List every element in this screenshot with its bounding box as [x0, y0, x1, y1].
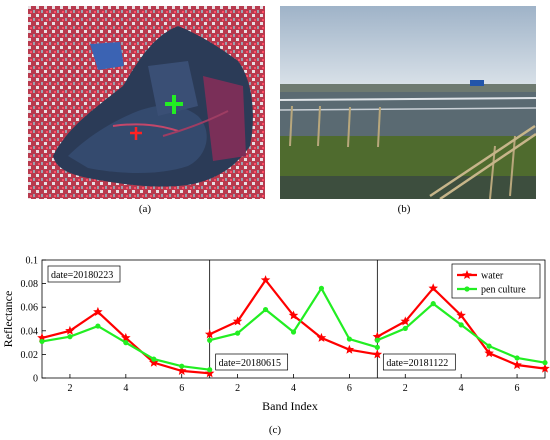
x-tick-label: 6	[515, 383, 520, 394]
water-point	[177, 365, 187, 375]
legend-box	[451, 263, 541, 299]
date-label: date=20180615	[219, 358, 281, 369]
water-point	[204, 329, 215, 339]
x-axis-label: Band Index	[262, 399, 318, 413]
date-label-box	[47, 265, 121, 283]
water-point	[93, 306, 103, 316]
pen-culture-point	[95, 323, 101, 329]
pen-culture-point	[67, 334, 73, 340]
field-photo	[280, 6, 536, 199]
chart-marks: date=20180223 date=20180615 date=20181122 w…	[37, 263, 550, 378]
series-line-pen-culture	[209, 286, 378, 349]
y-tick-label: 0.04	[21, 326, 39, 337]
water-point	[288, 310, 299, 320]
caption-c: (c)	[268, 424, 282, 436]
water-point	[232, 316, 243, 326]
water-point	[260, 275, 271, 285]
pen-culture-point	[346, 336, 352, 342]
x-tick-label: 4	[123, 383, 128, 394]
caption-a: (a)	[138, 203, 152, 215]
water-point	[456, 310, 466, 320]
water-point	[372, 349, 383, 359]
pen-culture-point	[486, 343, 492, 349]
water-point	[204, 368, 215, 378]
pen-culture-point	[430, 301, 436, 307]
pen-culture-point	[207, 337, 213, 343]
x-tick-label: 2	[235, 383, 240, 394]
series-line-pen-culture	[41, 324, 210, 371]
water-point	[372, 331, 383, 341]
y-axis-label: Reflectance	[1, 291, 15, 348]
pen-culture-point	[290, 329, 297, 335]
y-tick-label: 0.06	[21, 303, 39, 314]
x-tick-label: 6	[179, 383, 184, 394]
legend-label: pen culture	[481, 285, 526, 296]
y-tick-label: 0.1	[26, 256, 39, 267]
chart-frame: 0 0.02 0.04 0.06 0.08 0.1 2 4 6 2 4 6 2 4 6	[21, 256, 546, 394]
pen-culture-point	[123, 340, 129, 346]
water-point	[428, 283, 438, 293]
water-point	[65, 325, 75, 335]
water-point	[37, 332, 47, 342]
water-point	[400, 316, 410, 326]
water-marker-icon	[130, 127, 142, 140]
water-point	[540, 363, 550, 373]
y-tick-label: 0	[33, 374, 38, 385]
water-point	[121, 332, 131, 342]
pen-culture-point	[374, 337, 380, 343]
pen-culture-point	[207, 367, 213, 373]
pen-culture-point	[179, 363, 185, 369]
reflectance-chart: 0 0.02 0.04 0.06 0.08 0.1 2 4 6 2 4 6 2 4 6 date=20180…	[1, 256, 550, 413]
pen-culture-point	[318, 285, 325, 291]
x-tick-label: 4	[459, 383, 464, 394]
field-photo-graphic	[280, 6, 536, 199]
date-label: date=20181122	[386, 358, 448, 369]
water-point	[512, 360, 522, 370]
caption-b: (b)	[397, 203, 411, 215]
pen-culture-point	[235, 330, 241, 336]
x-tick-label: 4	[291, 383, 296, 394]
x-tick-label: 6	[347, 383, 352, 394]
pen-culture-point	[374, 344, 380, 350]
water-point	[484, 348, 494, 358]
water-point	[344, 344, 355, 354]
pen-culture-point	[542, 360, 548, 366]
satellite-image-graphic	[28, 6, 265, 199]
y-tick-label: 0.08	[21, 279, 39, 290]
pen-culture-point	[458, 322, 464, 328]
legend-marker	[464, 286, 470, 292]
pen-culture-point	[402, 325, 408, 332]
x-tick-label: 2	[403, 383, 408, 394]
legend-label: water	[481, 271, 504, 282]
water-point	[316, 332, 327, 342]
legend-marker	[462, 270, 472, 279]
pen-culture-point	[262, 306, 269, 313]
date-label-box	[382, 353, 456, 371]
x-tick-label: 2	[67, 383, 72, 394]
pen-culture-marker-icon	[165, 95, 183, 114]
y-tick-label: 0.02	[21, 350, 39, 361]
water-point	[149, 357, 159, 367]
date-label-box	[215, 353, 289, 371]
date-label: date=20180223	[51, 270, 113, 281]
pen-culture-point	[151, 356, 157, 362]
satellite-image	[28, 6, 265, 199]
pen-culture-point	[514, 355, 520, 361]
pen-culture-point	[39, 338, 45, 345]
